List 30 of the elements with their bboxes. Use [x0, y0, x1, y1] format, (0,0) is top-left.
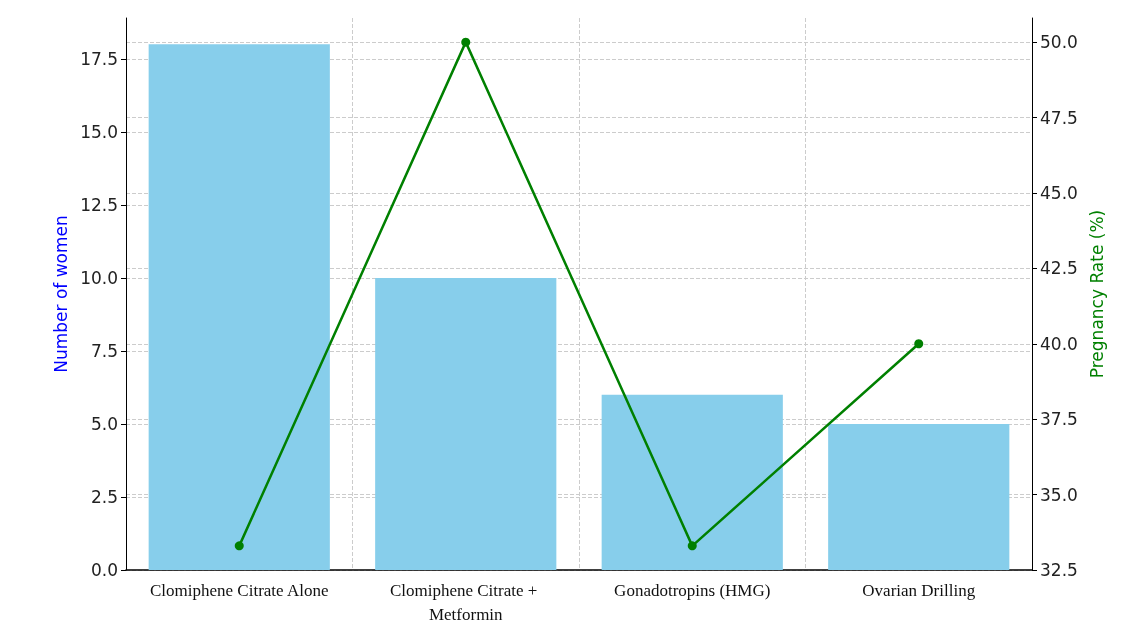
y2-tick-label: 37.5 — [1040, 409, 1078, 430]
y-axis-title: Number of women — [50, 215, 71, 373]
bar — [375, 277, 557, 570]
y2-tick-label: 40.0 — [1040, 333, 1078, 354]
y2-tick-label: 32.5 — [1040, 560, 1078, 580]
bar — [148, 44, 330, 570]
y-tick-label: 7.5 — [90, 340, 118, 361]
y-tick-label: 5.0 — [90, 413, 118, 434]
y2-tick-label: 47.5 — [1040, 107, 1078, 128]
y2-axis-title: Pregnancy Rate (%) — [1087, 209, 1108, 379]
y-tick-label: 10.0 — [80, 267, 118, 288]
y2-tick-label: 35.0 — [1040, 484, 1078, 505]
x-tick-label: Gonadotropins (HMG) — [614, 580, 771, 600]
y-tick-label: 0.0 — [90, 560, 118, 580]
y-tick-label: 12.5 — [80, 194, 118, 215]
y-tick-label: 17.5 — [80, 48, 118, 69]
x-tick-label: Ovarian Drilling — [862, 580, 976, 600]
y-tick-label: 15.0 — [80, 121, 118, 142]
y2-tick-label: 45.0 — [1040, 182, 1078, 203]
y2-tick-label: 50.0 — [1040, 32, 1078, 53]
point — [914, 339, 924, 349]
y2-tick-label: 42.5 — [1040, 258, 1078, 279]
point — [234, 541, 244, 551]
x-tick-label: Clomiphene Citrate Alone — [150, 580, 329, 600]
point — [687, 541, 697, 551]
y-tick-label: 2.5 — [90, 486, 118, 507]
bar — [828, 423, 1010, 570]
x-tick-label: Clomiphene Citrate + Metformin — [389, 580, 542, 624]
bar — [601, 394, 783, 570]
point — [461, 37, 471, 47]
